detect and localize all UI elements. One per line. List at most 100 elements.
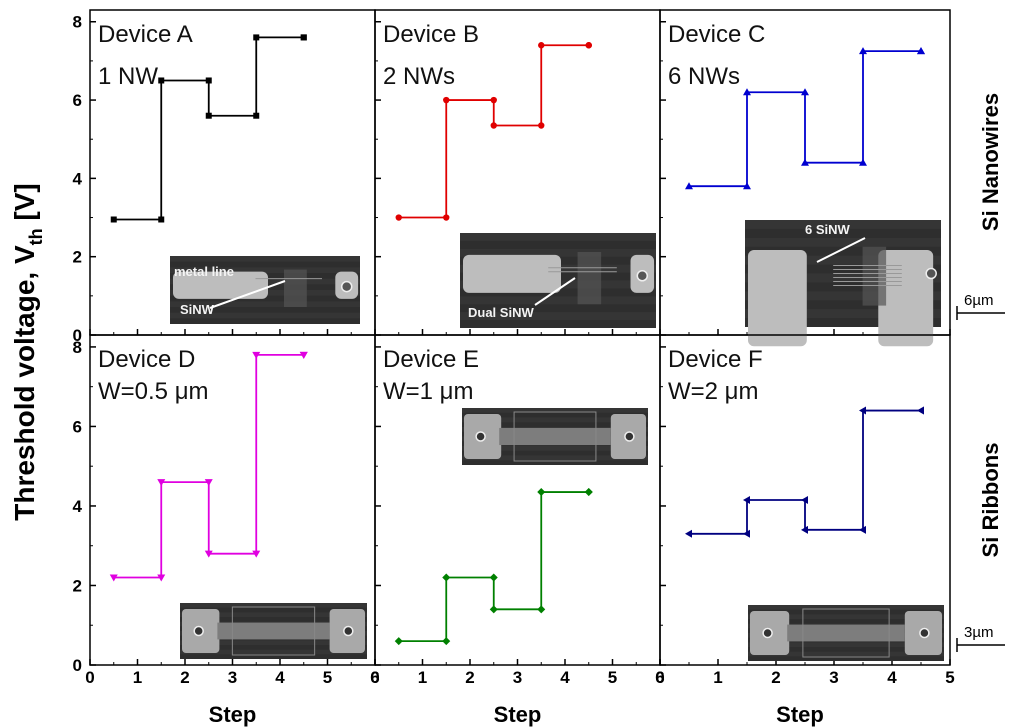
inset-arrow bbox=[816, 237, 866, 263]
data-point bbox=[490, 122, 497, 129]
y-tick-label: 0 bbox=[73, 326, 82, 345]
data-point bbox=[743, 529, 750, 538]
data-point bbox=[489, 605, 498, 614]
data-point bbox=[585, 42, 592, 49]
row-label-ribbons: Si Ribbons bbox=[978, 443, 1003, 558]
device-subtitle: 6 NWs bbox=[668, 63, 740, 90]
x-tick-label: 1 bbox=[418, 668, 427, 687]
data-point bbox=[859, 406, 866, 415]
series-line bbox=[398, 491, 589, 643]
y-tick-label: 8 bbox=[73, 13, 82, 32]
sem-inset-image bbox=[462, 408, 648, 465]
x-tick-label: 5 bbox=[323, 668, 332, 687]
device-title: Device A bbox=[98, 21, 193, 48]
data-point bbox=[537, 605, 546, 614]
y-tick-label: 2 bbox=[73, 576, 82, 595]
data-point bbox=[394, 637, 403, 646]
inset-arrow bbox=[209, 280, 286, 309]
data-point bbox=[801, 88, 809, 96]
inset-arrow bbox=[534, 277, 576, 306]
row-label-nanowires: Si Nanowires bbox=[978, 93, 1003, 231]
sem-inset-image: metal line SiNW bbox=[170, 256, 360, 324]
x-axis-title: Step bbox=[494, 702, 542, 727]
panel-device-a: 0 2 4 6 8 Device A 1 NW metal line SiNW bbox=[73, 9, 376, 345]
data-point bbox=[442, 637, 451, 646]
x-tick-label: 4 bbox=[275, 668, 285, 687]
y-tick-label: 4 bbox=[73, 169, 83, 188]
inset-label: SiNW bbox=[180, 302, 215, 317]
x-tick-label: 5 bbox=[945, 668, 954, 687]
x-tick-label: 3 bbox=[513, 668, 522, 687]
data-point bbox=[443, 96, 450, 104]
data-point bbox=[743, 88, 751, 96]
data-point bbox=[253, 34, 260, 41]
data-point bbox=[859, 158, 867, 166]
inset-label: 6 SiNW bbox=[805, 222, 851, 237]
data-point bbox=[158, 77, 165, 84]
y-tick-label: 6 bbox=[73, 91, 82, 110]
data-point bbox=[300, 34, 307, 41]
sem-inset-image bbox=[180, 603, 367, 659]
x-axis-title: Step bbox=[776, 702, 824, 727]
scalebar-label: 3µm bbox=[964, 624, 993, 641]
data-point bbox=[489, 573, 498, 582]
data-point bbox=[204, 479, 213, 487]
x-tick-label: 2 bbox=[771, 668, 780, 687]
data-point bbox=[917, 406, 924, 415]
x-tick-label: 4 bbox=[887, 668, 897, 687]
device-title: Device C bbox=[668, 21, 765, 48]
x-tick-label: 1 bbox=[713, 668, 722, 687]
device-title: Device E bbox=[383, 346, 479, 373]
data-point bbox=[158, 216, 165, 223]
data-point bbox=[537, 488, 546, 497]
device-subtitle: W=0.5 μm bbox=[98, 378, 209, 405]
x-tick-label: 2 bbox=[465, 668, 474, 687]
x-tick-label: 3 bbox=[829, 668, 838, 687]
data-point bbox=[859, 525, 866, 534]
device-subtitle: W=1 μm bbox=[383, 378, 474, 405]
x-tick-label: 6 bbox=[655, 668, 664, 687]
data-point bbox=[109, 574, 118, 582]
data-point bbox=[299, 351, 308, 359]
data-point bbox=[801, 158, 809, 166]
device-subtitle: W=2 μm bbox=[668, 378, 759, 405]
series-line bbox=[689, 50, 921, 188]
x-tick-label: 0 bbox=[655, 668, 664, 687]
y-tick-label: 2 bbox=[73, 248, 82, 267]
panel-device-f: 0 1 2 3 4 5 Step Device F W=2 μm bbox=[655, 334, 955, 727]
data-point bbox=[743, 496, 750, 504]
data-point bbox=[253, 112, 260, 119]
data-point bbox=[801, 496, 808, 504]
x-tick-label: 5 bbox=[608, 668, 617, 687]
data-point bbox=[205, 77, 212, 84]
series-line bbox=[113, 36, 304, 221]
device-title: Device F bbox=[668, 346, 763, 373]
x-tick-label: 6 bbox=[370, 668, 379, 687]
series-line bbox=[398, 44, 589, 219]
data-point bbox=[859, 47, 867, 55]
data-point bbox=[395, 214, 402, 221]
panel-device-e: 0 1 2 3 4 5 6 Step Device E W=1 μm bbox=[370, 334, 665, 727]
data-point bbox=[917, 47, 925, 55]
panel-device-c: Device C 6 NWs 6 SiNW bbox=[659, 9, 951, 347]
sem-inset-image: Dual SiNW bbox=[460, 233, 656, 328]
x-tick-label: 0 bbox=[85, 668, 94, 687]
data-point bbox=[252, 351, 261, 359]
panel-device-b: Device B 2 NWs Dual SiNW bbox=[374, 9, 661, 336]
sem-inset-image bbox=[748, 605, 944, 661]
data-point bbox=[743, 182, 751, 190]
data-point bbox=[204, 550, 213, 558]
scalebar-label: 6µm bbox=[964, 292, 993, 309]
scalebar-3um: 3µm bbox=[956, 624, 1005, 652]
x-tick-label: 4 bbox=[560, 668, 570, 687]
data-point bbox=[801, 525, 808, 534]
data-point bbox=[685, 182, 693, 190]
scalebar-6um: 6µm bbox=[956, 292, 1005, 320]
data-point bbox=[442, 573, 451, 582]
series-line bbox=[113, 353, 304, 579]
series-line bbox=[689, 409, 921, 535]
device-title: Device D bbox=[98, 346, 195, 373]
x-tick-label: 0 bbox=[370, 668, 379, 687]
